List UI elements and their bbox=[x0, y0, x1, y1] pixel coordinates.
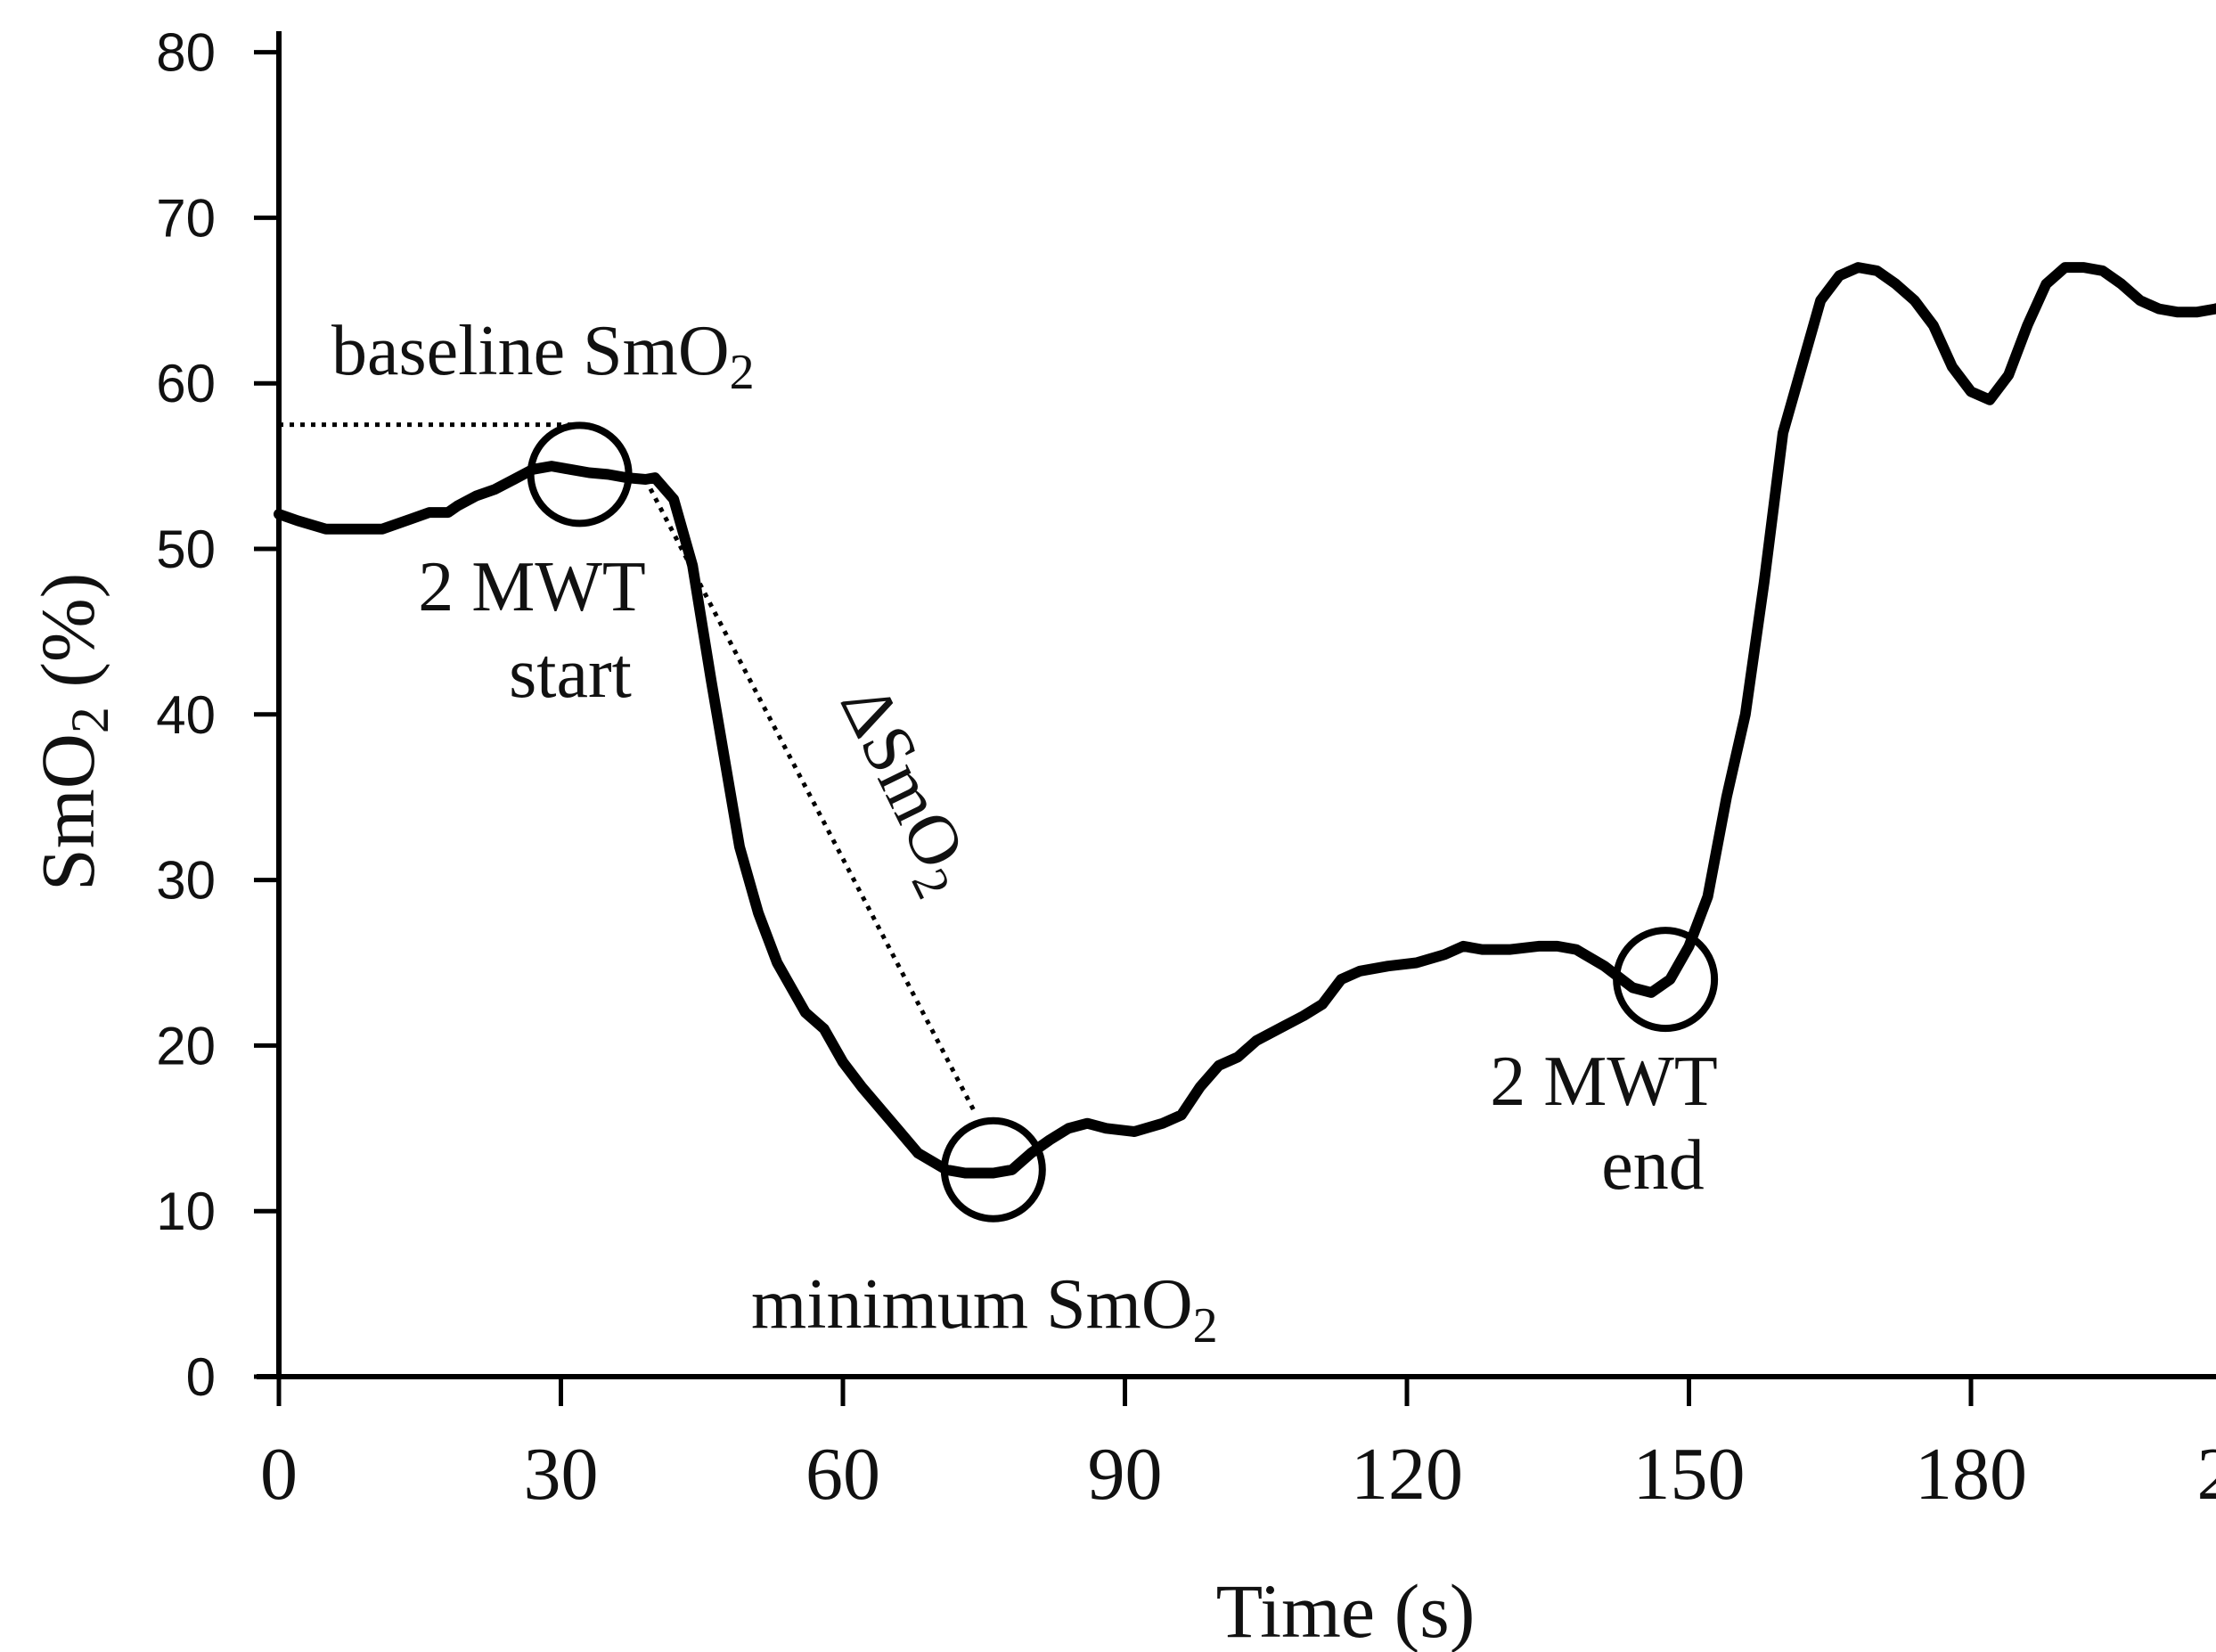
end-marker-circle bbox=[1613, 927, 1719, 1033]
y-tick-label: 30 bbox=[156, 851, 216, 911]
y-tick-label: 50 bbox=[156, 519, 216, 579]
end-label-line1: 2 MWT bbox=[1490, 1043, 1718, 1121]
start-label-line1: 2 MWT bbox=[418, 548, 646, 626]
x-tick-label: 0 bbox=[260, 1433, 298, 1516]
y-tick-label: 80 bbox=[156, 23, 216, 83]
y-tick-label: 10 bbox=[156, 1182, 216, 1241]
y-ticks: 0 10 20 30 40 50 60 70 80 bbox=[156, 23, 279, 1407]
axes bbox=[257, 31, 2216, 1379]
x-tick-label: 150 bbox=[1633, 1433, 1746, 1516]
marker-circles bbox=[527, 421, 1719, 1223]
baseline-label: baseline SmO2 bbox=[331, 312, 755, 400]
x-ticks: 0 30 60 90 120 150 180 210 bbox=[260, 1377, 2216, 1516]
y-tick-label: 70 bbox=[156, 188, 216, 248]
x-axis-title: Time (s) bbox=[1216, 1568, 1476, 1652]
x-tick-label: 30 bbox=[524, 1433, 599, 1516]
x-tick-label: 180 bbox=[1915, 1433, 2027, 1516]
y-tick-label: 20 bbox=[156, 1016, 216, 1075]
x-tick-label: 90 bbox=[1088, 1433, 1163, 1516]
y-tick-label: 40 bbox=[156, 685, 216, 745]
x-tick-label: 120 bbox=[1351, 1433, 1463, 1516]
y-tick-label: 60 bbox=[156, 354, 216, 413]
start-label-line2: start bbox=[509, 634, 632, 713]
start-marker-circle bbox=[527, 421, 633, 527]
x-tick-label: 210 bbox=[2197, 1433, 2216, 1516]
y-axis-title: SmO2 (%) bbox=[25, 573, 119, 891]
minimum-marker-circle bbox=[940, 1116, 1046, 1223]
y-tick-label: 0 bbox=[186, 1347, 216, 1407]
x-tick-label: 60 bbox=[805, 1433, 880, 1516]
minimum-label: minimum SmO2 bbox=[751, 1265, 1218, 1353]
end-label-line2: end bbox=[1601, 1126, 1705, 1205]
